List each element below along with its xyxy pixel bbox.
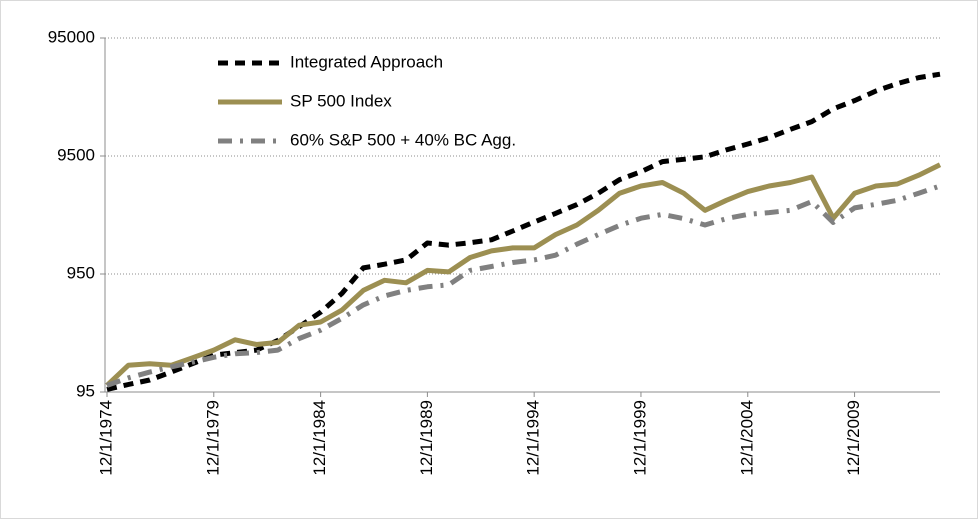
series-line xyxy=(105,162,942,388)
series-line xyxy=(106,183,941,388)
y-tick-label: 95 xyxy=(76,381,95,400)
x-tick-label: 12/1/1989 xyxy=(417,400,436,476)
y-tick-label: 95000 xyxy=(48,27,95,46)
x-tick-label: 12/1/1974 xyxy=(96,400,115,476)
x-tick-label: 12/1/1984 xyxy=(310,400,329,476)
x-tick-label: 12/1/2009 xyxy=(844,400,863,476)
x-tick-label: 12/1/1979 xyxy=(203,400,222,476)
legend-label: 60% S&P 500 + 40% BC Agg. xyxy=(290,130,516,149)
y-tick-label: 950 xyxy=(67,263,95,282)
x-tick-label: 12/1/1994 xyxy=(524,400,543,476)
legend-label: SP 500 Index xyxy=(290,91,392,110)
x-tick-label: 12/1/2004 xyxy=(737,400,756,476)
y-tick-label: 9500 xyxy=(57,145,95,164)
legend-label: Integrated Approach xyxy=(290,52,443,71)
x-tick-label: 12/1/1999 xyxy=(630,400,649,476)
